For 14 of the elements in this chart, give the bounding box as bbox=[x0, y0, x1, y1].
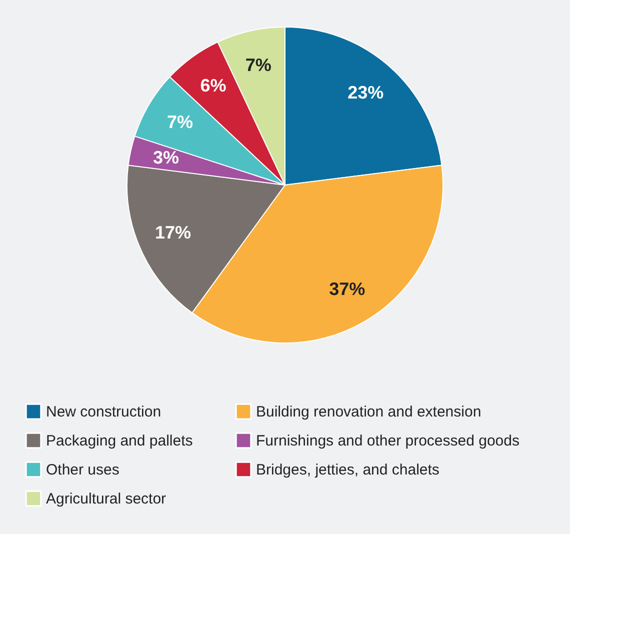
legend-label: Bridges, jetties, and chalets bbox=[256, 462, 440, 478]
legend-label: Furnishings and other processed goods bbox=[256, 432, 520, 450]
data-label: 17% bbox=[155, 222, 192, 242]
data-label: 7% bbox=[245, 54, 272, 75]
legend-label: Agricultural sector bbox=[46, 490, 166, 508]
data-label: 23% bbox=[348, 82, 384, 102]
data-label: 7% bbox=[166, 112, 193, 132]
legend-label: Other uses bbox=[46, 462, 120, 478]
legend-label: Packaging and pallets bbox=[46, 432, 193, 450]
data-label: 37% bbox=[329, 279, 366, 300]
data-label: 3% bbox=[152, 147, 179, 168]
data-label: 6% bbox=[200, 75, 226, 96]
legend-label: New construction bbox=[46, 404, 162, 421]
legend-label: Building renovation and extension bbox=[256, 404, 482, 421]
